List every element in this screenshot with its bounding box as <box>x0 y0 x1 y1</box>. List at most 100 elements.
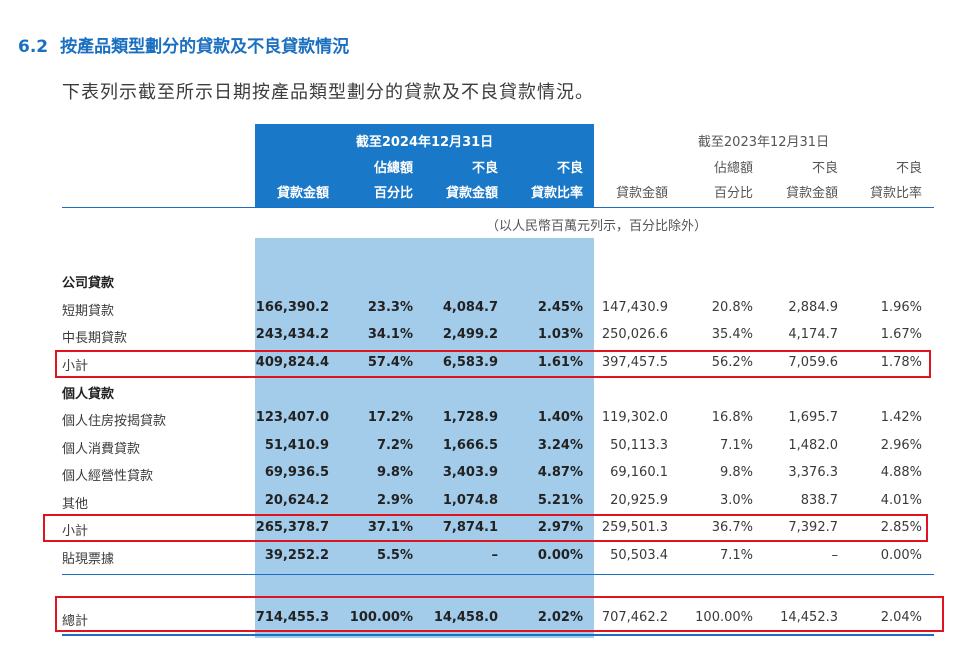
table-cell: 7.1% <box>719 438 753 453</box>
table-cell: 2.97% <box>537 520 583 535</box>
row-label: 貼現票據 <box>62 552 115 567</box>
period-2024-label: 截至2024年12月31日 <box>355 135 494 150</box>
table-cell: 51,410.9 <box>264 438 329 453</box>
highlight-total <box>55 596 944 632</box>
table-cell: 23.3% <box>367 300 413 315</box>
row-label: 小計 <box>62 524 89 539</box>
column-header-line1: 不良 <box>471 161 498 176</box>
table-cell: 147,430.9 <box>601 300 668 315</box>
table-cell: 166,390.2 <box>255 300 329 315</box>
bottom-rule <box>62 634 934 636</box>
table-cell: 6,583.9 <box>442 355 498 370</box>
column-header-line2: 百分比 <box>713 186 753 201</box>
column-header-line1: 佔總額 <box>713 161 753 176</box>
column-header-line1: 不良 <box>811 161 838 176</box>
table-cell: 5.21% <box>537 493 583 508</box>
table-cell: 7,874.1 <box>442 520 498 535</box>
table-cell: 20,624.2 <box>264 493 329 508</box>
table-cell: 1.40% <box>537 410 583 425</box>
table-cell: 36.7% <box>711 520 753 535</box>
table-cell: 409,824.4 <box>255 355 329 370</box>
table-cell: 265,378.7 <box>255 520 329 535</box>
total-cell: 14,458.0 <box>433 610 498 625</box>
table-cell: 50,503.4 <box>610 548 668 563</box>
table-cell: 4,174.7 <box>788 327 838 342</box>
table-cell: 37.1% <box>367 520 413 535</box>
row-label: 短期貸款 <box>62 304 115 319</box>
table-cell: 4.01% <box>880 493 922 508</box>
table-cell: 397,457.5 <box>601 355 668 370</box>
column-header-line2: 貸款比率 <box>530 186 583 201</box>
table-cell: 3.0% <box>719 493 753 508</box>
section-number: 6.2 <box>18 37 49 57</box>
total-divider <box>62 574 934 575</box>
table-cell: 3,376.3 <box>788 465 838 480</box>
total-cell: 2.02% <box>537 610 583 625</box>
table-cell: 2.9% <box>376 493 413 508</box>
unit-note: （以人民幣百萬元列示，百分比除外） <box>486 219 708 234</box>
table-cell: 9.8% <box>719 465 753 480</box>
table-cell: 1,695.7 <box>788 410 838 425</box>
table-cell: 7,059.6 <box>788 355 838 370</box>
table-cell: 1.61% <box>537 355 583 370</box>
row-label: 個人貸款 <box>62 387 115 402</box>
column-header-line2: 百分比 <box>373 186 413 201</box>
table-cell: 16.8% <box>711 410 753 425</box>
table-cell: 56.2% <box>711 355 753 370</box>
highlight-body-2024 <box>255 238 594 638</box>
total-cell: 714,455.3 <box>255 610 329 625</box>
column-header-line2: 貸款金額 <box>615 186 668 201</box>
table-cell: 34.1% <box>367 327 413 342</box>
table-cell: 838.7 <box>800 493 838 508</box>
table-cell: 17.2% <box>367 410 413 425</box>
intro-text: 下表列示截至所示日期按產品類型劃分的貸款及不良貸款情況。 <box>62 82 594 103</box>
total-cell: 14,452.3 <box>780 610 838 625</box>
total-label: 總計 <box>62 614 89 629</box>
table-cell: 1,074.8 <box>442 493 498 508</box>
table-cell: 123,407.0 <box>255 410 329 425</box>
period-2023-label: 截至2023年12月31日 <box>697 135 830 150</box>
table-cell: 119,302.0 <box>601 410 668 425</box>
column-header-line2: 貸款比率 <box>869 186 922 201</box>
table-cell: 1,728.9 <box>442 410 498 425</box>
table-cell: – <box>491 548 499 563</box>
table-cell: 7.1% <box>719 548 753 563</box>
row-label: 中長期貸款 <box>62 331 128 346</box>
table-cell: 1.42% <box>880 410 922 425</box>
table-cell: 69,936.5 <box>264 465 329 480</box>
row-label: 個人消費貸款 <box>62 442 141 457</box>
table-cell: 2,499.2 <box>442 327 498 342</box>
table-cell: 39,252.2 <box>264 548 329 563</box>
column-header-line1: 不良 <box>895 161 922 176</box>
section-heading: 6.2 按產品類型劃分的貸款及不良貸款情況 <box>18 32 349 57</box>
table-cell: 0.00% <box>537 548 583 563</box>
total-cell: 707,462.2 <box>601 610 668 625</box>
table-cell: 3.24% <box>537 438 583 453</box>
column-header-line1: 佔總額 <box>373 161 413 176</box>
table-cell: 1.96% <box>880 300 922 315</box>
row-label: 個人經營性貸款 <box>62 469 154 484</box>
table-cell: 7,392.7 <box>788 520 838 535</box>
column-header-line2: 貸款金額 <box>445 186 498 201</box>
table-cell: 1.67% <box>880 327 922 342</box>
table-cell: 2.45% <box>537 300 583 315</box>
table-cell: 50,113.3 <box>610 438 668 453</box>
column-header-line2: 貸款金額 <box>785 186 838 201</box>
table-cell: 1,666.5 <box>442 438 498 453</box>
table-cell: 7.2% <box>376 438 413 453</box>
table-cell: 3,403.9 <box>442 465 498 480</box>
row-label: 公司貸款 <box>62 276 115 291</box>
row-label: 其他 <box>62 497 89 512</box>
highlight-subtotal-corporate <box>55 350 931 378</box>
table-cell: 5.5% <box>376 548 413 563</box>
table-cell: 243,434.2 <box>255 327 329 342</box>
total-cell: 100.00% <box>695 610 753 625</box>
table-cell: 2,884.9 <box>788 300 838 315</box>
table-cell: 69,160.1 <box>610 465 668 480</box>
table-cell: 4.87% <box>537 465 583 480</box>
header-rule <box>62 207 934 208</box>
table-cell: 4.88% <box>880 465 922 480</box>
section-title: 按產品類型劃分的貸款及不良貸款情況 <box>60 37 350 57</box>
table-cell: 2.85% <box>880 520 922 535</box>
table-cell: 57.4% <box>367 355 413 370</box>
